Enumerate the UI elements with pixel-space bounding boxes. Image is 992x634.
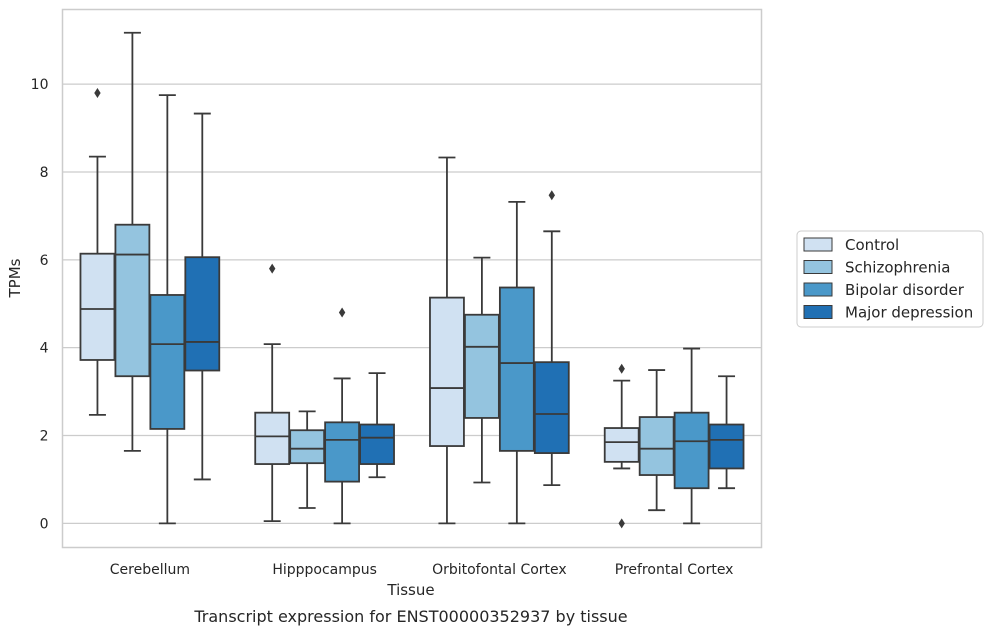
outlier-point — [618, 363, 625, 374]
box — [533, 361, 570, 454]
box-plot — [464, 256, 500, 484]
box-plot — [324, 307, 360, 525]
box-plot — [498, 200, 535, 525]
box — [289, 429, 326, 465]
legend-label: Bipolar disorder — [845, 281, 965, 299]
box — [708, 423, 745, 470]
box-plot — [429, 156, 465, 525]
box-plot — [149, 94, 186, 525]
box-plot — [673, 347, 710, 525]
outlier-point — [338, 307, 346, 318]
box — [638, 416, 675, 476]
box — [603, 427, 640, 463]
box — [254, 411, 291, 465]
legend-swatch — [803, 282, 833, 297]
box-plot — [638, 369, 675, 512]
legend-swatch — [803, 305, 833, 319]
box — [359, 423, 395, 465]
box-plot — [708, 375, 745, 490]
y-tick-label: 6 — [40, 253, 49, 269]
box-plot — [114, 31, 151, 452]
outlier-point — [269, 263, 276, 274]
legend-label: Control — [845, 236, 899, 254]
box-plots — [79, 31, 745, 529]
outlier-point — [548, 190, 555, 201]
outlier-point — [94, 87, 101, 98]
box — [464, 313, 500, 419]
y-tick-label: 4 — [40, 341, 49, 357]
x-tick-label: Cerebellum — [110, 562, 190, 578]
legend: Control Schizophrenia Bipolar disorder Majo… — [796, 230, 984, 328]
box-plot — [289, 410, 326, 509]
y-tick-label: 2 — [40, 429, 49, 445]
box — [673, 411, 710, 490]
y-tick-label: 0 — [40, 516, 49, 532]
box — [429, 296, 465, 447]
plot-area — [61, 8, 763, 549]
legend-swatch — [803, 260, 833, 274]
box — [184, 256, 221, 372]
y-axis-title: TPMs — [6, 258, 24, 298]
box-plot — [359, 372, 395, 479]
y-tick-labels: 0 2 4 6 8 10 — [31, 77, 49, 532]
box-plot — [603, 363, 640, 529]
y-tick-label: 8 — [40, 165, 49, 181]
x-axis-title: Tissue — [386, 581, 434, 599]
box — [79, 252, 116, 361]
box — [114, 223, 151, 378]
box-plot — [533, 190, 570, 487]
x-tick-label: Orbitofontal Cortex — [432, 562, 567, 578]
box-plot — [79, 87, 116, 416]
box — [498, 286, 535, 452]
outlier-point — [618, 518, 625, 529]
y-tick-label: 10 — [31, 77, 49, 93]
legend-swatch — [803, 237, 833, 252]
box-plot — [184, 112, 221, 481]
box — [149, 294, 186, 430]
box-plot — [254, 263, 291, 523]
x-tick-labels: Cerebellum Hipppocampus Orbitofontal Corte… — [110, 562, 734, 578]
legend-label: Major depression — [845, 304, 973, 322]
legend-frame — [796, 230, 984, 328]
x-tick-label: Prefrontal Cortex — [615, 562, 734, 578]
x-tick-label: Hipppocampus — [272, 562, 377, 578]
legend-label: Schizophrenia — [845, 259, 950, 277]
chart-caption: Transcript expression for ENST0000035293… — [193, 607, 627, 626]
box — [324, 421, 360, 483]
